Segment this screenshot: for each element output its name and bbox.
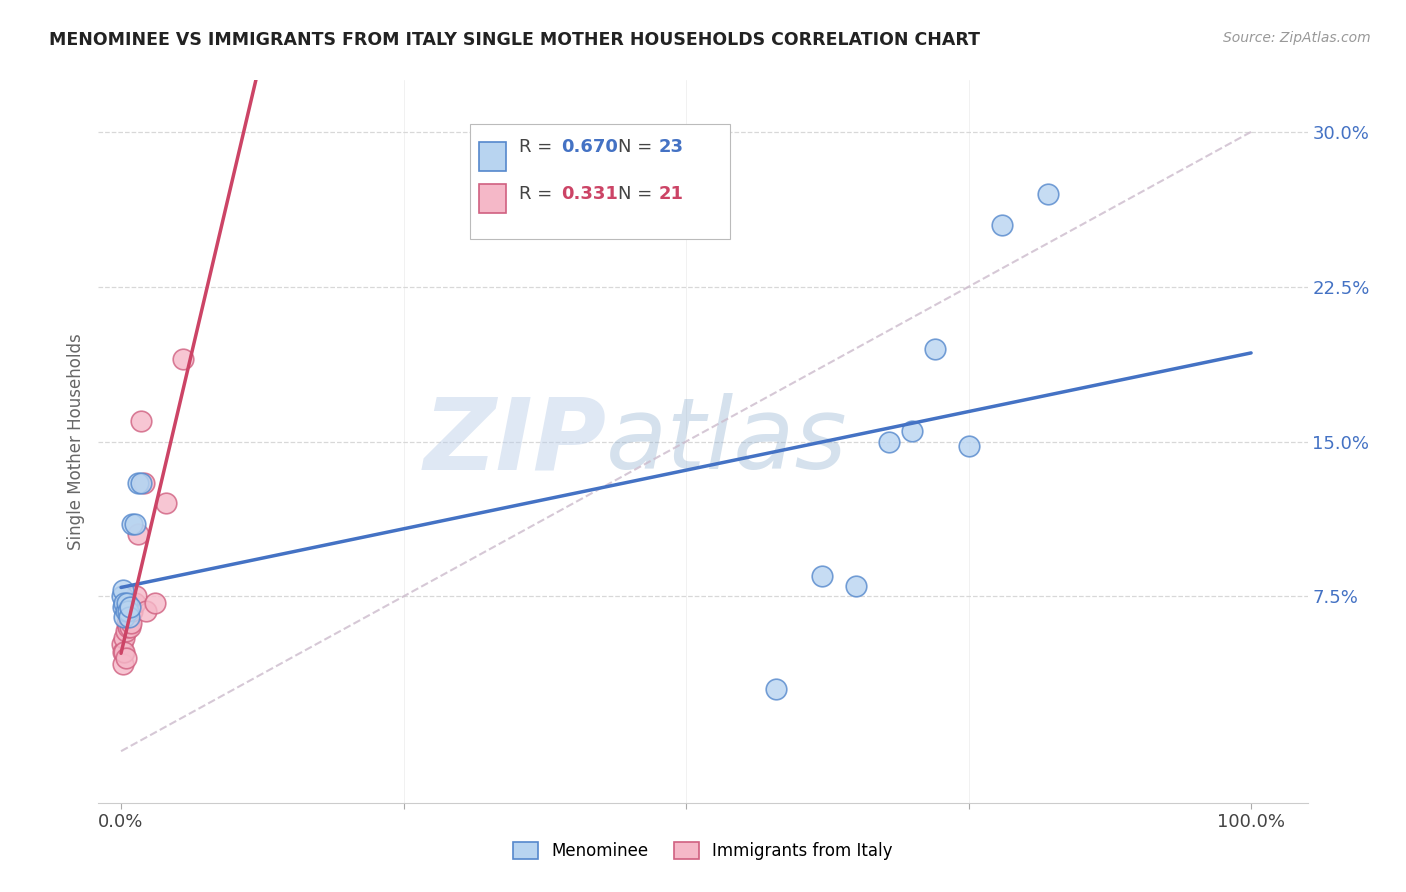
Point — [117, 620, 139, 634]
Text: 0.331: 0.331 — [561, 185, 619, 202]
Point — [112, 631, 135, 645]
Point — [765, 682, 787, 697]
Point — [121, 517, 143, 532]
Point — [112, 599, 135, 614]
Point — [143, 596, 166, 610]
Point — [115, 616, 138, 631]
FancyBboxPatch shape — [470, 124, 730, 239]
Text: ZIP: ZIP — [423, 393, 606, 490]
Point — [112, 645, 135, 659]
Point — [901, 424, 924, 438]
Text: 0.670: 0.670 — [561, 138, 619, 156]
Point — [879, 434, 901, 449]
Point — [117, 604, 139, 618]
Point — [127, 527, 149, 541]
Text: 21: 21 — [658, 185, 683, 202]
Point — [112, 596, 135, 610]
Point — [111, 590, 134, 604]
Point — [124, 517, 146, 532]
Point — [132, 475, 155, 490]
Point — [957, 439, 980, 453]
Point — [114, 604, 136, 618]
Text: R =: R = — [519, 138, 558, 156]
Point — [810, 568, 832, 582]
Legend: Menominee, Immigrants from Italy: Menominee, Immigrants from Italy — [506, 835, 900, 867]
Point — [125, 590, 148, 604]
Point — [115, 596, 138, 610]
Point — [120, 599, 142, 614]
Point — [131, 475, 153, 490]
FancyBboxPatch shape — [479, 142, 506, 170]
Point — [155, 496, 177, 510]
FancyBboxPatch shape — [479, 184, 506, 212]
Text: 23: 23 — [658, 138, 683, 156]
Text: N =: N = — [619, 138, 658, 156]
Point — [121, 604, 143, 618]
Point — [114, 624, 136, 639]
Text: Source: ZipAtlas.com: Source: ZipAtlas.com — [1223, 31, 1371, 45]
Y-axis label: Single Mother Households: Single Mother Households — [66, 334, 84, 549]
Point — [131, 414, 153, 428]
Text: atlas: atlas — [606, 393, 848, 490]
Point — [845, 579, 868, 593]
Point — [991, 218, 1014, 232]
Point — [112, 610, 135, 624]
Point — [111, 637, 134, 651]
Point — [112, 657, 135, 672]
Point — [120, 620, 142, 634]
Point — [1036, 186, 1059, 201]
Point — [172, 351, 194, 366]
Text: R =: R = — [519, 185, 558, 202]
Point — [924, 342, 946, 356]
Point — [135, 604, 157, 618]
Point — [120, 616, 142, 631]
Point — [118, 610, 141, 624]
Text: MENOMINEE VS IMMIGRANTS FROM ITALY SINGLE MOTHER HOUSEHOLDS CORRELATION CHART: MENOMINEE VS IMMIGRANTS FROM ITALY SINGL… — [49, 31, 980, 49]
Point — [127, 475, 149, 490]
Point — [124, 596, 146, 610]
Point — [112, 645, 135, 659]
Point — [112, 583, 135, 598]
Point — [114, 651, 136, 665]
Text: N =: N = — [619, 185, 658, 202]
